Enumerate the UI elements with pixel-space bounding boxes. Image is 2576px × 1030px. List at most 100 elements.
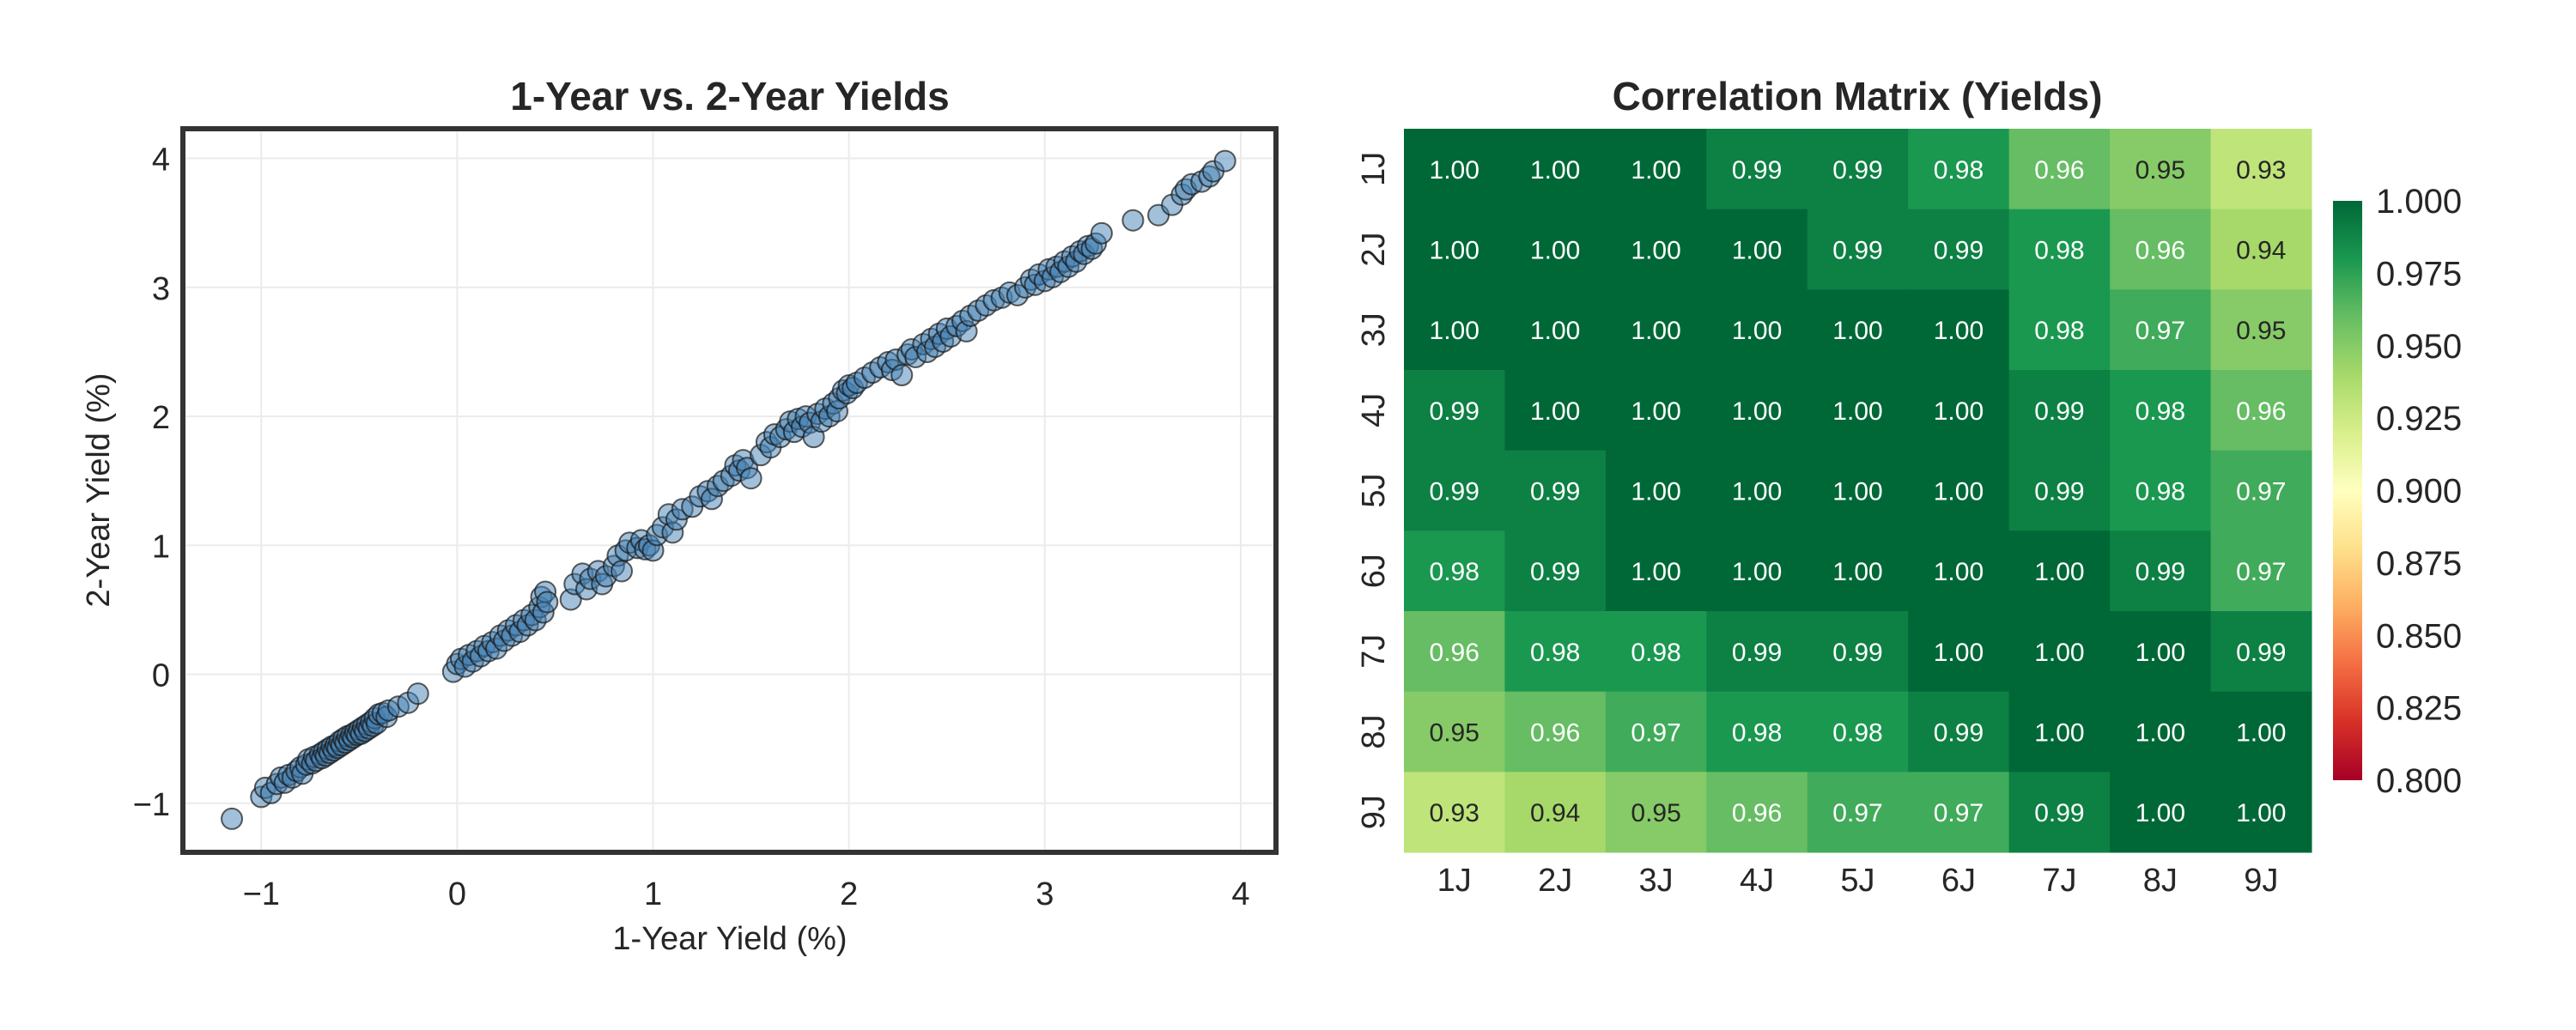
- heatmap-cell-label: 0.96: [2136, 237, 2185, 265]
- heatmap-cell: [2110, 530, 2212, 612]
- heatmap-cell: [1404, 129, 1505, 210]
- heatmap-cell: [2008, 209, 2111, 290]
- y-tick-label: 2: [152, 400, 170, 436]
- heatmap-cell: [1504, 370, 1607, 451]
- heatmap-cell-label: 1.00: [1732, 558, 1782, 586]
- heatmap-cell-label: 1.00: [2236, 799, 2286, 827]
- scatter-x-ticks: −1 0 1 2 3 4: [243, 876, 1250, 912]
- heatmap-x-label: 8J: [2143, 863, 2178, 899]
- heatmap-cell: [1807, 370, 1909, 451]
- heatmap-cell-label: 1.00: [1732, 397, 1782, 426]
- heatmap-cell: [1706, 530, 1808, 612]
- heatmap-cell: [1504, 691, 1607, 772]
- heatmap-cell: [2008, 772, 2111, 853]
- heatmap-cell-label: 0.97: [2236, 478, 2286, 506]
- heatmap-x-label: 2J: [1538, 863, 1572, 899]
- heatmap-cell: [1605, 772, 1707, 853]
- heatmap-y-label: 7J: [1356, 634, 1392, 669]
- heatmap-cell: [2008, 370, 2111, 451]
- heatmap-cell-label: 0.99: [1430, 478, 1479, 506]
- heatmap-cell-label: 0.97: [2136, 317, 2185, 345]
- heatmap-cell: [1706, 450, 1808, 531]
- heatmap-cell: [1908, 450, 2010, 531]
- scatter-y-label: 2-Year Yield (%): [81, 373, 117, 607]
- x-tick-label: 2: [840, 876, 858, 912]
- heatmap-y-label: 9J: [1356, 795, 1392, 829]
- heatmap-cell-label: 0.98: [2136, 397, 2185, 426]
- heatmap-cell: [1605, 530, 1707, 612]
- heatmap-cell-label: 0.98: [1430, 558, 1479, 586]
- heatmap-cell: [2110, 129, 2212, 210]
- heatmap-cell: [1404, 691, 1505, 772]
- heatmap-cell-label: 1.00: [1631, 156, 1680, 185]
- scatter-points: [221, 149, 1236, 830]
- heatmap-cell-label: 0.99: [2236, 639, 2286, 667]
- heatmap-cell-label: 0.98: [2034, 237, 2084, 265]
- heatmap-cell-label: 1.00: [1631, 237, 1680, 265]
- heatmap-cell: [1908, 611, 2010, 693]
- heatmap-cell-label: 0.97: [2236, 558, 2286, 586]
- heatmap-cell: [2008, 611, 2111, 693]
- heatmap-cell-label: 1.00: [2136, 719, 2185, 748]
- scatter-title: 1-Year vs. 2-Year Yields: [510, 74, 949, 118]
- heatmap-cell-label: 1.00: [1732, 478, 1782, 506]
- heatmap-cell-label: 0.96: [1530, 719, 1580, 748]
- y-tick-label: 4: [152, 142, 170, 179]
- heatmap-cell-label: 0.96: [1732, 799, 1782, 827]
- heatmap-cell: [1706, 611, 1808, 693]
- heatmap-cell: [2008, 289, 2111, 371]
- heatmap-cell-label: 0.99: [2034, 397, 2084, 426]
- heatmap-cell-label: 1.00: [1934, 639, 1984, 667]
- heatmap-cell-label: 1.00: [1631, 558, 1680, 586]
- heatmap-cell-label: 0.99: [1732, 639, 1782, 667]
- heatmap-cell-label: 0.94: [2236, 237, 2286, 265]
- x-tick-label: 0: [448, 876, 466, 912]
- heatmap-cell: [1404, 772, 1505, 853]
- heatmap-title: Correlation Matrix (Yields): [1613, 74, 2103, 118]
- heatmap-x-label: 4J: [1740, 863, 1774, 899]
- heatmap-cell: [1807, 129, 1909, 210]
- heatmap-cell-label: 1.00: [1934, 558, 1984, 586]
- y-tick-label: −1: [133, 787, 170, 823]
- heatmap-cell-label: 0.98: [1732, 719, 1782, 748]
- heatmap-cell: [1504, 530, 1607, 612]
- heatmap-cell: [1908, 209, 2010, 290]
- colorbar-tick-label: 0.875: [2376, 545, 2462, 583]
- heatmap-cell-label: 0.99: [2034, 478, 2084, 506]
- heatmap-cell-label: 0.95: [1430, 719, 1479, 748]
- heatmap-y-label: 5J: [1356, 473, 1392, 507]
- heatmap-cell: [2110, 772, 2212, 853]
- scatter-point: [739, 467, 762, 490]
- heatmap-cell: [1605, 289, 1707, 371]
- heatmap-cell: [2008, 129, 2111, 210]
- heatmap-cell: [2210, 772, 2312, 853]
- heatmap-cell-label: 0.99: [2034, 799, 2084, 827]
- colorbar-tick-label: 1.000: [2376, 183, 2462, 221]
- heatmap-cell: [1807, 450, 1909, 531]
- heatmap-cell: [1807, 611, 1909, 693]
- heatmap-cell-label: 0.97: [1934, 799, 1984, 827]
- heatmap-cell: [1908, 129, 2010, 210]
- heatmap-x-label: 6J: [1941, 863, 1976, 899]
- heatmap-y-label: 6J: [1356, 554, 1392, 588]
- heatmap-cell-label: 0.99: [1530, 478, 1580, 506]
- heatmap-cell: [1605, 691, 1707, 772]
- heatmap-cell: [1908, 772, 2010, 853]
- heatmap-panel: Correlation Matrix (Yields) 1.00 1.00 1.00…: [1356, 74, 2462, 899]
- heatmap-cell-label: 0.97: [1832, 799, 1882, 827]
- heatmap-cell-label: 1.00: [1732, 317, 1782, 345]
- heatmap-cell: [2110, 370, 2212, 451]
- x-tick-label: 1: [644, 876, 662, 912]
- colorbar-tick-label: 0.900: [2376, 473, 2462, 511]
- heatmap-cell-label: 0.99: [1934, 719, 1984, 748]
- heatmap-cell-label: 0.99: [1934, 237, 1984, 265]
- heatmap-cell: [1404, 289, 1505, 371]
- heatmap-y-label: 1J: [1356, 152, 1392, 186]
- heatmap-cell-label: 1.00: [2034, 639, 2084, 667]
- heatmap-cell-label: 1.00: [2034, 719, 2084, 748]
- heatmap-cell: [1706, 289, 1808, 371]
- heatmap-cell: [1404, 611, 1505, 693]
- heatmap-cell-label: 1.00: [1934, 478, 1984, 506]
- heatmap-cell-label: 0.98: [1934, 156, 1984, 185]
